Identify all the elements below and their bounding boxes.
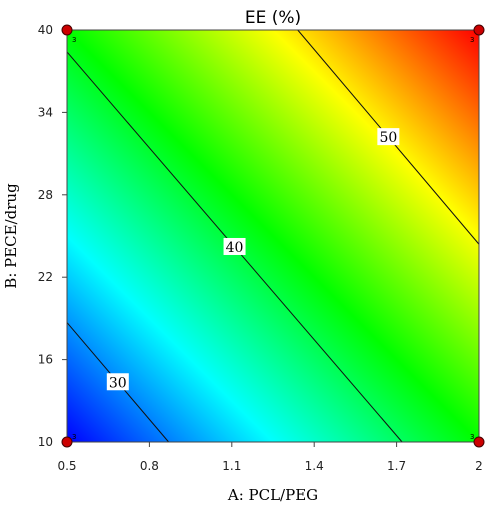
y-axis-title: B: PECE/drug (2, 183, 20, 289)
contour-label-bg (106, 373, 129, 391)
contour-labels: 30 40 50 (106, 128, 400, 391)
y-tick-label: 16 (38, 353, 53, 367)
design-point (61, 24, 73, 36)
contour-label-40: 40 (226, 240, 244, 256)
x-tick-label: 1.4 (305, 459, 324, 473)
design-point (61, 436, 73, 448)
y-tick-label: 22 (38, 270, 53, 284)
y-tick-label: 10 (38, 435, 53, 449)
x-tick-label: 0.5 (57, 459, 76, 473)
y-axis-ticks: 10 16 22 28 34 40 (38, 23, 67, 449)
x-tick-label: 2 (475, 459, 483, 473)
y-tick-label: 34 (38, 105, 53, 119)
x-axis-title: A: PCL/PEG (227, 486, 318, 504)
design-point (473, 436, 485, 448)
contour-label-bg (223, 237, 246, 255)
replicate-count-label: 3 (72, 36, 76, 44)
contour-label-50: 50 (379, 130, 397, 146)
x-tick-label: 1.7 (387, 459, 406, 473)
contour-label-bg (377, 128, 400, 146)
contour-label-30: 30 (109, 375, 127, 391)
x-tick-label: 1.1 (222, 459, 241, 473)
plot-frame (66, 29, 480, 443)
replicate-count-label: 3 (470, 36, 474, 44)
response-surface (67, 30, 479, 442)
y-tick-label: 40 (38, 23, 53, 37)
design-points: 3 3 3 3 (61, 24, 485, 448)
y-tick-label: 28 (38, 188, 53, 202)
replicate-count-label: 3 (72, 433, 76, 441)
design-point (473, 24, 485, 36)
x-axis-ticks: 0.5 0.8 1.1 1.4 1.7 2 (57, 442, 483, 473)
x-tick-label: 0.8 (140, 459, 159, 473)
chart-title: EE (%) (245, 8, 301, 28)
replicate-count-label: 3 (470, 433, 474, 441)
